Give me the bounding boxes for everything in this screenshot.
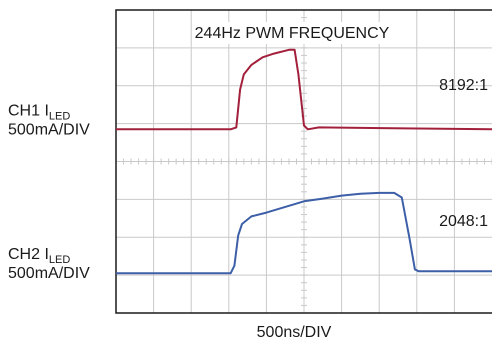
scale-label-ch1: 500mA/DIV xyxy=(8,121,90,138)
channel-label-ch2: CH2 ILED xyxy=(8,246,70,266)
x-axis-label: 500ns/DIV xyxy=(257,324,332,341)
trace-ch2 xyxy=(116,191,492,275)
trace-ch1 xyxy=(116,48,492,131)
channel-label-ch1: CH1 ILED xyxy=(8,102,70,122)
grid xyxy=(115,9,492,314)
ratio-label-ch1: 8192:1 xyxy=(439,77,488,94)
chart-title: 244Hz PWM FREQUENCY xyxy=(195,25,390,42)
ratio-label-ch2: 2048:1 xyxy=(439,213,488,230)
scale-label-ch2: 500mA/DIV xyxy=(8,265,90,282)
title-background xyxy=(192,22,392,44)
plot-frame xyxy=(115,9,492,314)
traces xyxy=(116,48,492,275)
